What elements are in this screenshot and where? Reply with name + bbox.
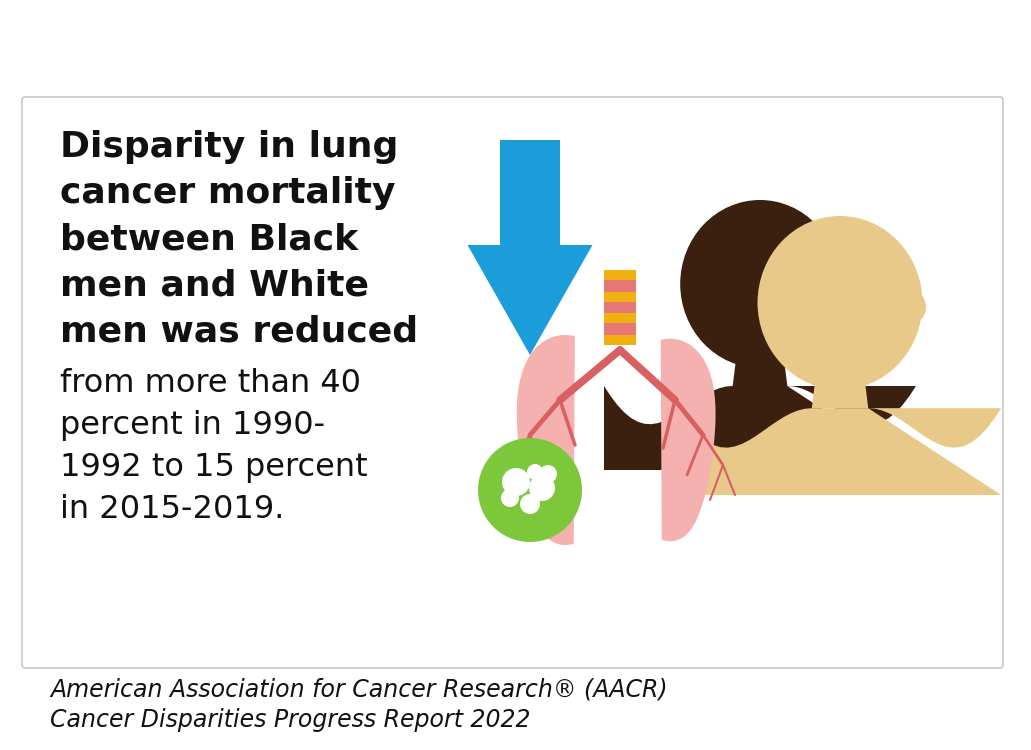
- Text: in 2015-2019.: in 2015-2019.: [60, 494, 285, 525]
- Text: Disparity in lung: Disparity in lung: [60, 130, 398, 164]
- Polygon shape: [604, 386, 916, 470]
- Text: American Association for Cancer Research® (AACR): American Association for Cancer Research…: [49, 678, 668, 702]
- FancyBboxPatch shape: [22, 97, 1003, 668]
- Text: cancer mortality: cancer mortality: [60, 176, 396, 210]
- Polygon shape: [604, 270, 636, 280]
- Circle shape: [502, 468, 530, 496]
- Circle shape: [527, 464, 543, 480]
- Text: 1992 to 15 percent: 1992 to 15 percent: [60, 452, 368, 483]
- Circle shape: [520, 494, 540, 514]
- Polygon shape: [604, 275, 636, 340]
- Polygon shape: [517, 335, 575, 545]
- Polygon shape: [604, 292, 636, 302]
- Ellipse shape: [680, 200, 840, 368]
- Circle shape: [539, 465, 557, 483]
- Ellipse shape: [825, 274, 843, 302]
- Polygon shape: [678, 408, 1001, 495]
- Text: from more than 40: from more than 40: [60, 368, 361, 399]
- Circle shape: [501, 489, 519, 507]
- Text: between Black: between Black: [60, 222, 358, 256]
- Text: men was reduced: men was reduced: [60, 314, 419, 348]
- Polygon shape: [733, 334, 788, 386]
- Polygon shape: [467, 140, 593, 355]
- Polygon shape: [661, 339, 716, 542]
- Text: percent in 1990-: percent in 1990-: [60, 410, 325, 441]
- Text: Cancer Disparities Progress Report 2022: Cancer Disparities Progress Report 2022: [49, 708, 531, 732]
- Polygon shape: [604, 335, 636, 345]
- Text: men and White: men and White: [60, 268, 369, 302]
- Ellipse shape: [907, 293, 926, 321]
- Ellipse shape: [758, 216, 923, 389]
- Circle shape: [478, 438, 583, 542]
- Polygon shape: [604, 314, 636, 323]
- Polygon shape: [811, 355, 868, 408]
- Circle shape: [529, 475, 555, 501]
